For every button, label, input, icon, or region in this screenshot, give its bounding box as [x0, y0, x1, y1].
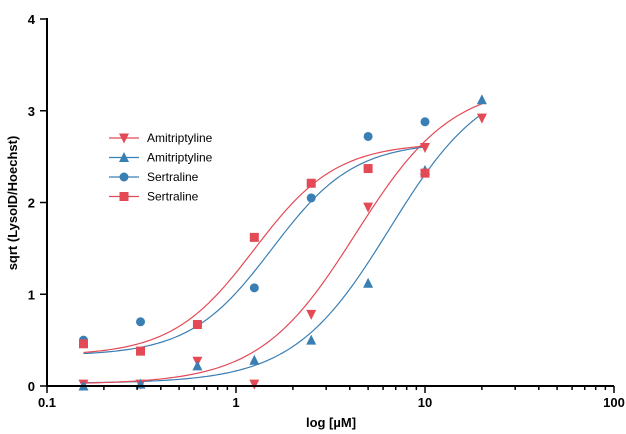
data-point-s1-4	[306, 334, 317, 345]
data-point-s1-7	[476, 94, 487, 105]
axes	[46, 18, 614, 387]
y-axis-title: sqrt (LysoID/Hoechst)	[5, 136, 20, 271]
data-point-s3-0	[79, 339, 89, 349]
fit-curve-0	[83, 103, 483, 384]
axis-ticks: 0.1 1 10 100 0 1 2 3 4	[28, 12, 625, 410]
y-tick-label: 3	[28, 104, 35, 119]
y-tick-label: 0	[28, 379, 35, 394]
x-tick-label: 0.1	[38, 395, 56, 410]
data-point-s0-3	[249, 379, 260, 390]
data-point-s1-5	[363, 277, 374, 288]
data-point-s2-6	[420, 117, 430, 127]
x-tick-label: 100	[603, 395, 625, 410]
legend-item-3: Sertraline	[109, 190, 199, 204]
legend-item-2: Sertraline	[109, 170, 199, 184]
legend-marker	[119, 152, 129, 162]
data-point-s0-6	[420, 142, 430, 153]
x-tick-label: 1	[232, 395, 239, 410]
data-point-s1-3	[249, 354, 260, 365]
legend-marker	[119, 172, 129, 182]
data-point-s3-3	[249, 232, 259, 242]
fit-curve-3	[83, 145, 426, 354]
legend-item-1: Amitriptyline	[109, 151, 213, 165]
data-point-s0-4	[306, 309, 317, 320]
data-point-s1-2	[192, 360, 203, 371]
y-tick-label: 1	[28, 287, 35, 302]
x-tick-label: 10	[418, 395, 432, 410]
data-point-s3-4	[306, 178, 316, 188]
data-point-s2-3	[249, 283, 259, 293]
legend-label: Amitriptyline	[147, 151, 213, 165]
y-tick-label: 2	[28, 196, 35, 211]
data-point-s2-1	[136, 317, 146, 327]
data-point-s3-6	[420, 168, 430, 178]
legend-label: Sertraline	[147, 190, 199, 204]
data-point-s2-4	[306, 193, 316, 203]
legend-item-0: Amitriptyline	[109, 131, 213, 145]
x-axis-title: log [µM]	[306, 415, 356, 430]
data-point-s0-7	[476, 113, 487, 124]
data-points	[78, 94, 487, 391]
legend-label: Amitriptyline	[147, 131, 213, 145]
fit-curve-1	[83, 113, 483, 384]
data-point-s3-5	[363, 164, 373, 174]
data-point-s3-1	[136, 346, 146, 356]
data-point-s0-5	[363, 202, 374, 213]
legend-marker	[119, 192, 129, 201]
data-point-s2-5	[363, 131, 373, 141]
data-point-s3-2	[192, 320, 202, 330]
legend: Amitriptyline Amitriptyline Sertraline Sert…	[109, 131, 213, 204]
legend-label: Sertraline	[147, 170, 199, 184]
legend-marker	[119, 133, 129, 144]
y-tick-label: 4	[28, 12, 36, 27]
